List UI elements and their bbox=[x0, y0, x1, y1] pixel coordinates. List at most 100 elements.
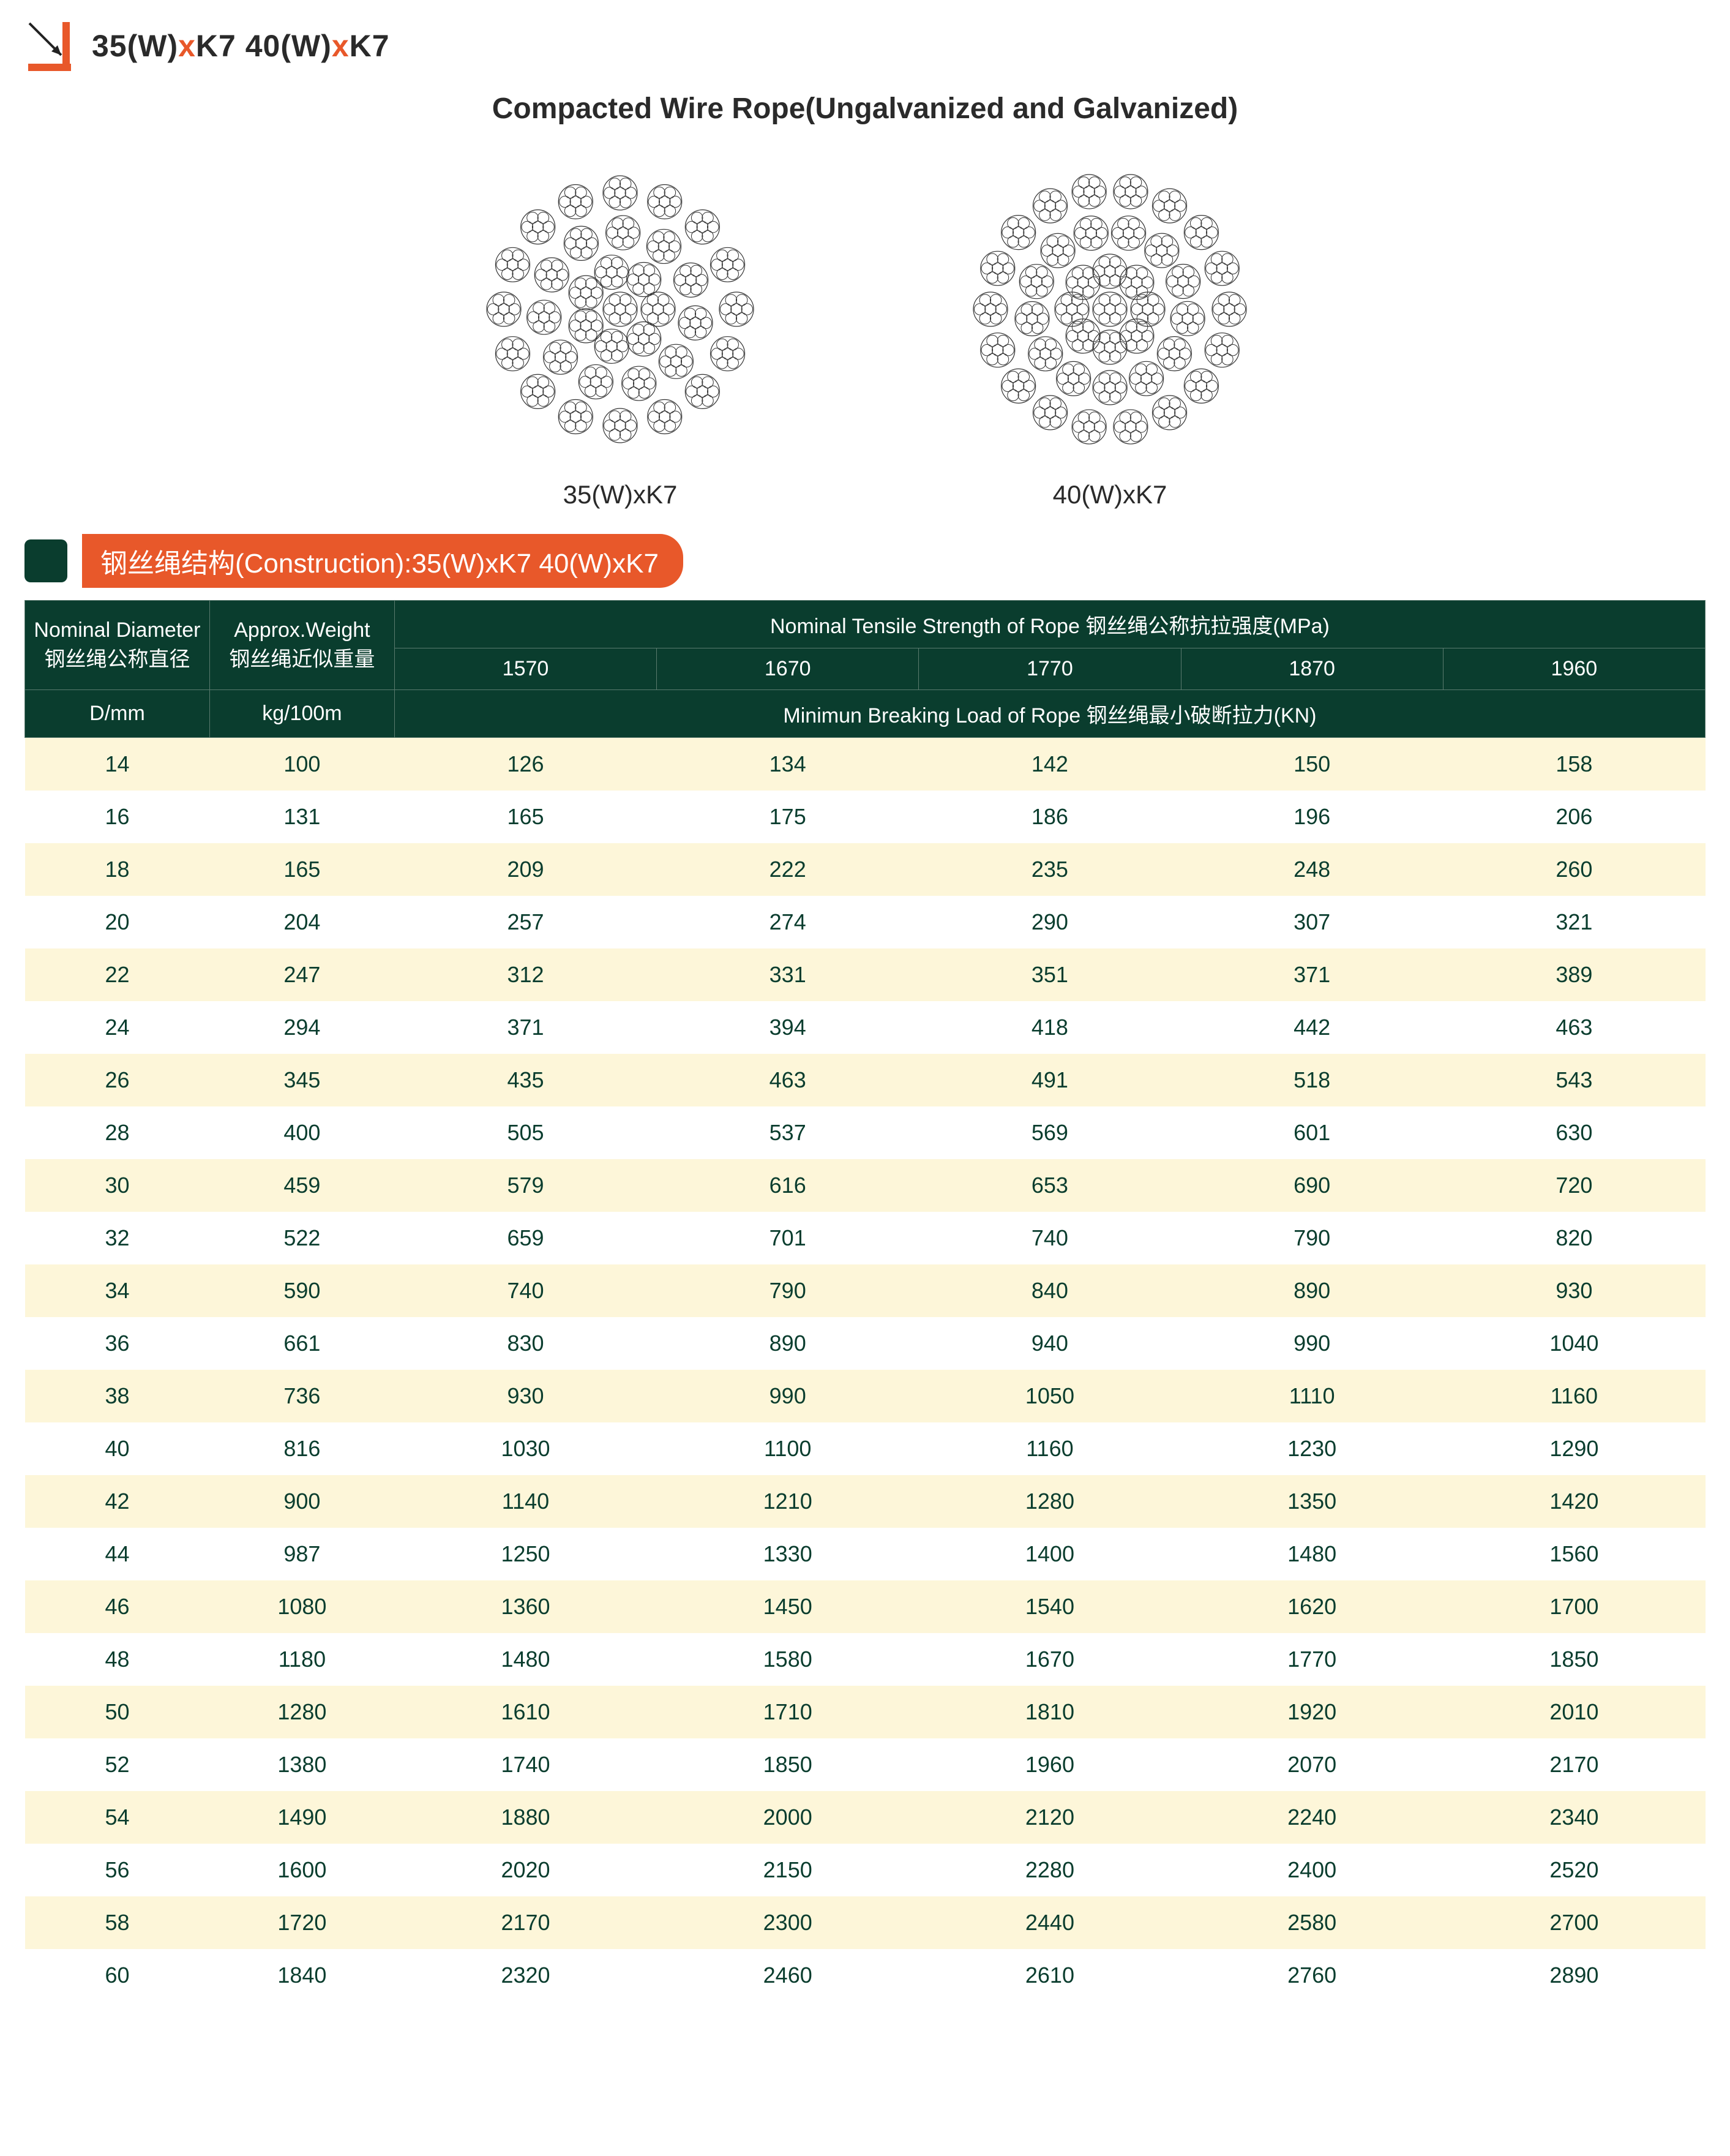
cell-load: 389 bbox=[1443, 948, 1705, 1001]
cell-load: 2580 bbox=[1181, 1896, 1443, 1949]
cell-load: 930 bbox=[394, 1370, 656, 1422]
cross-section-icon bbox=[951, 150, 1269, 468]
cell-diameter: 30 bbox=[25, 1159, 210, 1212]
spec-table-body: 1410012613414215015816131165175186196206… bbox=[25, 738, 1706, 2002]
cell-load: 2000 bbox=[657, 1791, 919, 1844]
th-tensile-value: 1870 bbox=[1181, 648, 1443, 690]
cell-load: 790 bbox=[1181, 1212, 1443, 1264]
cell-load: 1580 bbox=[657, 1633, 919, 1686]
code-seg: 35(W) bbox=[92, 29, 178, 63]
table-row: 38736930990105011101160 bbox=[25, 1370, 1706, 1422]
cell-weight: 1600 bbox=[209, 1844, 394, 1896]
cell-load: 2760 bbox=[1181, 1949, 1443, 2002]
cell-load: 371 bbox=[1181, 948, 1443, 1001]
cell-load: 890 bbox=[657, 1317, 919, 1370]
cell-load: 601 bbox=[1181, 1106, 1443, 1159]
th-weight-l1: Approx.Weight bbox=[215, 618, 389, 642]
cell-diameter: 36 bbox=[25, 1317, 210, 1370]
table-row: 58172021702300244025802700 bbox=[25, 1896, 1706, 1949]
cell-load: 1450 bbox=[657, 1580, 919, 1633]
cell-load: 186 bbox=[919, 791, 1181, 843]
diagram-row: 35(W)xK7 40(W)xK7 bbox=[24, 150, 1706, 509]
cell-load: 307 bbox=[1181, 896, 1443, 948]
cell-load: 1810 bbox=[919, 1686, 1181, 1738]
construction-label: 钢丝绳结构(Construction):35(W)xK7 40(W)xK7 bbox=[82, 534, 683, 588]
cell-load: 1030 bbox=[394, 1422, 656, 1475]
table-row: 22247312331351371389 bbox=[25, 948, 1706, 1001]
cell-load: 248 bbox=[1181, 843, 1443, 896]
cell-load: 1770 bbox=[1181, 1633, 1443, 1686]
th-weight-unit: kg/100m bbox=[209, 690, 394, 738]
cell-weight: 294 bbox=[209, 1001, 394, 1054]
cell-load: 2150 bbox=[657, 1844, 919, 1896]
cell-load: 1280 bbox=[919, 1475, 1181, 1528]
table-row: 20204257274290307321 bbox=[25, 896, 1706, 948]
cell-load: 2240 bbox=[1181, 1791, 1443, 1844]
cell-diameter: 56 bbox=[25, 1844, 210, 1896]
cell-load: 2520 bbox=[1443, 1844, 1705, 1896]
th-weight-l2: 钢丝绳近似重量 bbox=[215, 642, 389, 672]
cell-weight: 247 bbox=[209, 948, 394, 1001]
cell-load: 158 bbox=[1443, 738, 1705, 791]
th-tensile-value: 1960 bbox=[1443, 648, 1705, 690]
cell-load: 2280 bbox=[919, 1844, 1181, 1896]
cell-weight: 590 bbox=[209, 1264, 394, 1317]
table-row: 48118014801580167017701850 bbox=[25, 1633, 1706, 1686]
th-tensile-value: 1770 bbox=[919, 648, 1181, 690]
cell-diameter: 28 bbox=[25, 1106, 210, 1159]
table-row: 34590740790840890930 bbox=[25, 1264, 1706, 1317]
code-seg: K7 bbox=[350, 29, 390, 63]
table-row: 50128016101710181019202010 bbox=[25, 1686, 1706, 1738]
cell-weight: 345 bbox=[209, 1054, 394, 1106]
diagram-35wxk7: 35(W)xK7 bbox=[461, 150, 779, 509]
page-header: 35(W)xK7 40(W)xK7 bbox=[24, 18, 1706, 73]
product-code: 35(W)xK7 40(W)xK7 bbox=[92, 28, 390, 64]
cell-load: 579 bbox=[394, 1159, 656, 1212]
cell-load: 435 bbox=[394, 1054, 656, 1106]
cell-weight: 736 bbox=[209, 1370, 394, 1422]
cell-diameter: 50 bbox=[25, 1686, 210, 1738]
cell-load: 720 bbox=[1443, 1159, 1705, 1212]
cell-load: 1250 bbox=[394, 1528, 656, 1580]
cell-load: 2170 bbox=[394, 1896, 656, 1949]
cell-load: 1210 bbox=[657, 1475, 919, 1528]
cell-load: 196 bbox=[1181, 791, 1443, 843]
cell-load: 537 bbox=[657, 1106, 919, 1159]
table-row: 32522659701740790820 bbox=[25, 1212, 1706, 1264]
cell-weight: 987 bbox=[209, 1528, 394, 1580]
cell-load: 1400 bbox=[919, 1528, 1181, 1580]
cell-weight: 165 bbox=[209, 843, 394, 896]
cell-load: 1850 bbox=[1443, 1633, 1705, 1686]
cell-load: 1920 bbox=[1181, 1686, 1443, 1738]
cell-load: 543 bbox=[1443, 1054, 1705, 1106]
construction-heading: 钢丝绳结构(Construction):35(W)xK7 40(W)xK7 bbox=[24, 534, 1706, 588]
cell-load: 394 bbox=[657, 1001, 919, 1054]
cell-load: 1160 bbox=[1443, 1370, 1705, 1422]
cell-load: 150 bbox=[1181, 738, 1443, 791]
cell-load: 1480 bbox=[394, 1633, 656, 1686]
cell-load: 351 bbox=[919, 948, 1181, 1001]
cell-load: 990 bbox=[657, 1370, 919, 1422]
cell-load: 659 bbox=[394, 1212, 656, 1264]
cell-diameter: 52 bbox=[25, 1738, 210, 1791]
cell-load: 790 bbox=[657, 1264, 919, 1317]
cell-load: 312 bbox=[394, 948, 656, 1001]
cell-load: 701 bbox=[657, 1212, 919, 1264]
cell-load: 331 bbox=[657, 948, 919, 1001]
cell-load: 1850 bbox=[657, 1738, 919, 1791]
cell-diameter: 60 bbox=[25, 1949, 210, 2002]
cell-load: 1040 bbox=[1443, 1317, 1705, 1370]
cell-weight: 1280 bbox=[209, 1686, 394, 1738]
cell-load: 321 bbox=[1443, 896, 1705, 948]
th-diameter: Nominal Diameter 钢丝绳公称直径 bbox=[25, 601, 210, 690]
cell-load: 690 bbox=[1181, 1159, 1443, 1212]
cell-diameter: 18 bbox=[25, 843, 210, 896]
table-row: 46108013601450154016201700 bbox=[25, 1580, 1706, 1633]
cell-weight: 1720 bbox=[209, 1896, 394, 1949]
cross-section-icon bbox=[461, 150, 779, 468]
cell-load: 1110 bbox=[1181, 1370, 1443, 1422]
cell-diameter: 46 bbox=[25, 1580, 210, 1633]
cell-weight: 1490 bbox=[209, 1791, 394, 1844]
cell-load: 274 bbox=[657, 896, 919, 948]
cell-load: 830 bbox=[394, 1317, 656, 1370]
